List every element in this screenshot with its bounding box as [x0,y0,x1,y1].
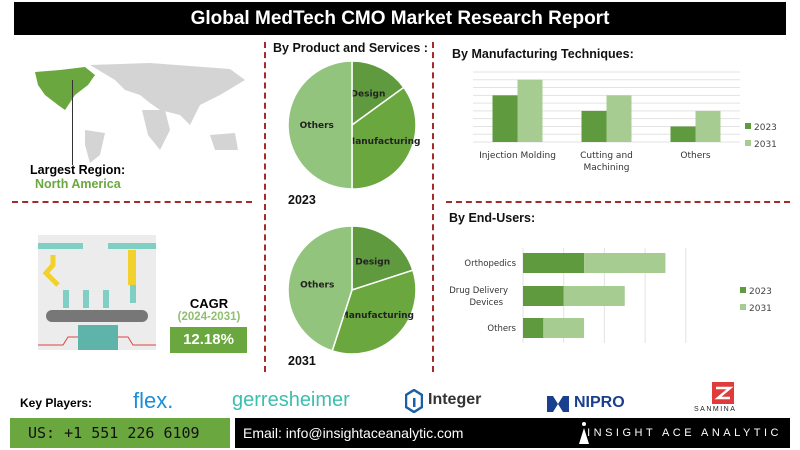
integer-logo-icon [405,389,423,413]
region-pointer [72,80,73,165]
pie-slice-manufacturing [351,86,417,190]
bar-2023-1 [581,110,607,142]
divider [446,201,790,203]
category-label: Others [487,324,516,334]
pie-slice-others [287,225,353,352]
category-label: Drug Delivery Devices [449,286,508,308]
pie-label: Manufacturing [346,137,420,147]
logo-sanmina: SANMINA [694,406,737,413]
cagr-period: (2024-2031) [177,311,241,323]
insightace-logo-icon [579,422,589,444]
pie-chart-2031: Design Manufacturing Others [287,225,417,355]
logo-gerresheimer: gerresheimer [232,389,350,411]
pie-label: Others [300,280,334,290]
bar-2031-0 [517,79,543,142]
end-users-bar-chart: Orthopedics Drug Delivery Devices Others 202… [449,248,772,343]
pie-slice-manufacturing [331,269,417,355]
pie-chart-2023: Design Manufacturing Others [287,60,420,190]
legend-label: 2031 [749,304,772,314]
world-map [35,63,245,163]
pie-year-2031: 2031 [288,354,316,368]
phone-number: US: +1 551 226 6109 [10,418,230,448]
pie-label: Others [300,121,334,131]
cagr-value: 12.18% [170,327,247,353]
pie-label: Design [351,90,386,100]
pie-label: Manufacturing [340,311,414,321]
legend-label: 2031 [754,140,777,150]
pie-label: Design [355,258,390,268]
factory-illustration [38,235,156,350]
sanmina-logo-icon [712,382,734,404]
legend-swatch [745,140,751,146]
email-address: Email: info@insightaceanalytic.com [235,418,790,448]
bar-2023-2 [523,318,544,338]
report-title: Global MedTech CMO Market Research Repor… [14,2,786,35]
divider [264,42,266,372]
divider [432,42,434,372]
legend-label: 2023 [754,123,777,133]
pie-slice-design [351,225,414,292]
legend-swatch [740,287,746,293]
logo-nipro: NIPRO [574,394,625,411]
pie-slice-design [351,60,405,127]
category-label: Cutting and Machining [580,151,633,173]
bar-2023-0 [492,95,518,142]
legend-swatch [745,123,751,129]
bar-2031-1 [563,286,625,306]
bar-2023-1 [523,286,564,306]
legend-swatch [740,304,746,310]
logo-flex: flex. [133,388,174,413]
category-label: Others [680,151,711,161]
bar-2031-2 [543,318,585,338]
end-users-title: By End-Users: [449,211,536,225]
nipro-logo-icon [547,396,569,412]
largest-region-label: Largest Region: [30,163,126,177]
bar-2023-2 [670,126,696,142]
largest-region-value: North America [35,177,121,191]
brand-name: INSIGHT ACE ANALYTIC [587,427,782,439]
bar-2031-2 [695,110,721,142]
product-services-title: By Product and Services : [273,41,428,55]
divider [12,201,252,203]
legend-label: 2023 [749,287,772,297]
pie-slice-others [287,60,353,190]
cagr-label: CAGR [189,296,229,311]
category-label: Orthopedics [464,259,516,269]
bar-2031-0 [584,253,666,273]
logo-integer: Integer [428,391,482,408]
manufacturing-bar-chart: Injection Molding Cutting and Machining Oth… [473,71,777,173]
manufacturing-title: By Manufacturing Techniques: [452,47,634,61]
bar-2031-1 [606,95,632,142]
pie-year-2023: 2023 [288,193,316,207]
category-label: Injection Molding [479,151,556,161]
key-players-label: Key Players: [20,396,93,410]
bar-2023-0 [523,253,585,273]
